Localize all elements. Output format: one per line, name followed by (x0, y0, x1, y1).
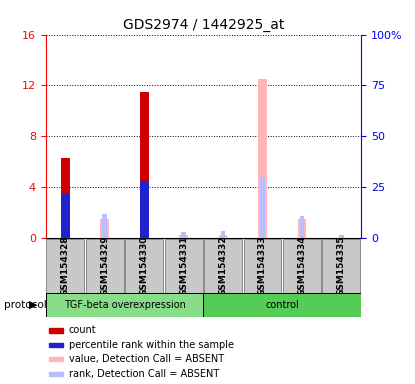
Bar (339, 235, 344, 238)
Bar (140, 181, 149, 238)
Bar (219, 235, 227, 238)
Text: GSM154335: GSM154335 (337, 236, 346, 296)
Bar (181, 232, 186, 238)
Bar (221, 231, 225, 238)
FancyBboxPatch shape (46, 239, 84, 293)
Bar (298, 219, 306, 238)
Text: GSM154333: GSM154333 (258, 236, 267, 296)
Text: percentile rank within the sample: percentile rank within the sample (68, 340, 234, 350)
Bar (61, 158, 70, 238)
Bar (61, 194, 70, 238)
Bar (49, 343, 63, 347)
Bar (300, 217, 304, 238)
FancyBboxPatch shape (125, 239, 163, 293)
FancyBboxPatch shape (203, 293, 361, 317)
FancyBboxPatch shape (46, 293, 203, 317)
Text: GSM154331: GSM154331 (179, 236, 188, 296)
Text: GSM154332: GSM154332 (219, 236, 227, 296)
Text: rank, Detection Call = ABSENT: rank, Detection Call = ABSENT (68, 369, 219, 379)
Text: GSM154328: GSM154328 (61, 236, 70, 296)
Text: GSM154329: GSM154329 (100, 236, 109, 296)
Bar (100, 219, 109, 238)
Bar (103, 214, 107, 238)
Bar (140, 92, 149, 238)
FancyBboxPatch shape (204, 239, 242, 293)
Text: control: control (265, 300, 299, 310)
Text: TGF-beta overexpression: TGF-beta overexpression (63, 300, 186, 310)
Bar (258, 79, 267, 238)
Text: GSM154330: GSM154330 (140, 236, 149, 296)
FancyBboxPatch shape (322, 239, 360, 293)
FancyBboxPatch shape (244, 239, 281, 293)
FancyBboxPatch shape (165, 239, 203, 293)
Bar (49, 372, 63, 376)
Bar (49, 357, 63, 361)
Text: ▶: ▶ (29, 300, 37, 310)
Text: count: count (68, 326, 96, 336)
Bar (179, 235, 188, 238)
FancyBboxPatch shape (86, 239, 124, 293)
Bar (49, 328, 63, 333)
Bar (260, 177, 265, 238)
FancyBboxPatch shape (283, 239, 321, 293)
Text: value, Detection Call = ABSENT: value, Detection Call = ABSENT (68, 354, 224, 364)
Title: GDS2974 / 1442925_at: GDS2974 / 1442925_at (123, 18, 284, 32)
Text: protocol: protocol (4, 300, 47, 310)
Text: GSM154334: GSM154334 (298, 236, 306, 296)
